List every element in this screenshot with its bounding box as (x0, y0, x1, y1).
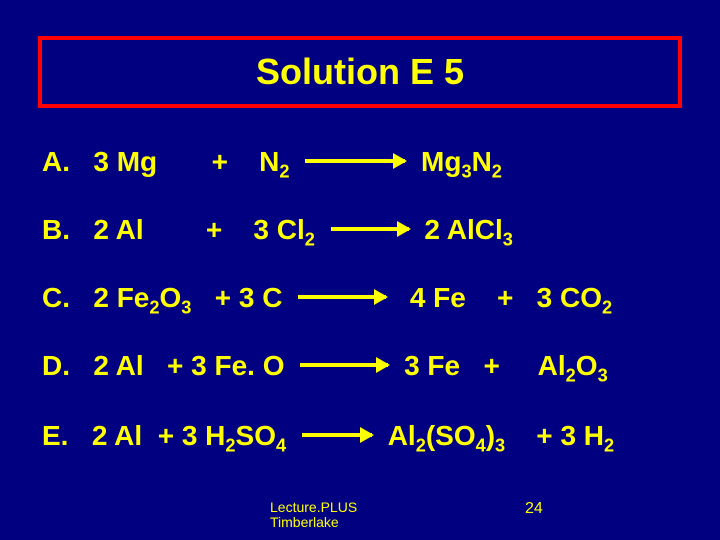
slide-title: Solution E 5 (256, 51, 464, 93)
reaction-arrow (305, 159, 405, 163)
row-label: E. (42, 420, 68, 451)
title-box: Solution E 5 (38, 36, 682, 108)
row-label: C. (42, 282, 70, 313)
equation-d: D. 2 Al + 3 Fe. O 3 Fe + Al2O3 (42, 350, 682, 387)
page-number: 24 (525, 500, 543, 518)
row-label: A. (42, 146, 70, 177)
reaction-arrow (298, 295, 386, 299)
row-label: D. (42, 350, 70, 381)
rhs: 3 Fe + Al2O3 (404, 350, 608, 387)
footer-credit: Lecture.PLUS Timberlake (270, 500, 357, 531)
rhs: 4 Fe + 3 CO2 (402, 282, 612, 319)
reaction-arrow (302, 433, 372, 437)
rhs: Al2(SO4)3 + 3 H2 (388, 420, 614, 457)
reaction-arrow (300, 363, 388, 367)
equation-e: E. 2 Al + 3 H2SO4 Al2(SO4)3 + 3 H2 (42, 420, 682, 457)
reaction-arrow (331, 227, 409, 231)
row-label: B. (42, 214, 70, 245)
equation-b: B. 2 Al + 3 Cl2 2 AlCl3 (42, 214, 682, 251)
equation-c: C. 2 Fe2O3 + 3 C 4 Fe + 3 CO2 (42, 282, 682, 319)
lhs: 2 Al + 3 Cl2 (93, 214, 315, 251)
rhs: 2 AlCl3 (424, 214, 512, 251)
lhs: 3 Mg + N2 (93, 146, 289, 183)
lhs: 2 Al + 3 H2SO4 (92, 420, 286, 457)
rhs: Mg3N2 (421, 146, 502, 183)
lhs: 2 Fe2O3 + 3 C (93, 282, 282, 319)
equation-a: A. 3 Mg + N2 Mg3N2 (42, 146, 682, 183)
lhs: 2 Al + 3 Fe. O (93, 350, 284, 382)
